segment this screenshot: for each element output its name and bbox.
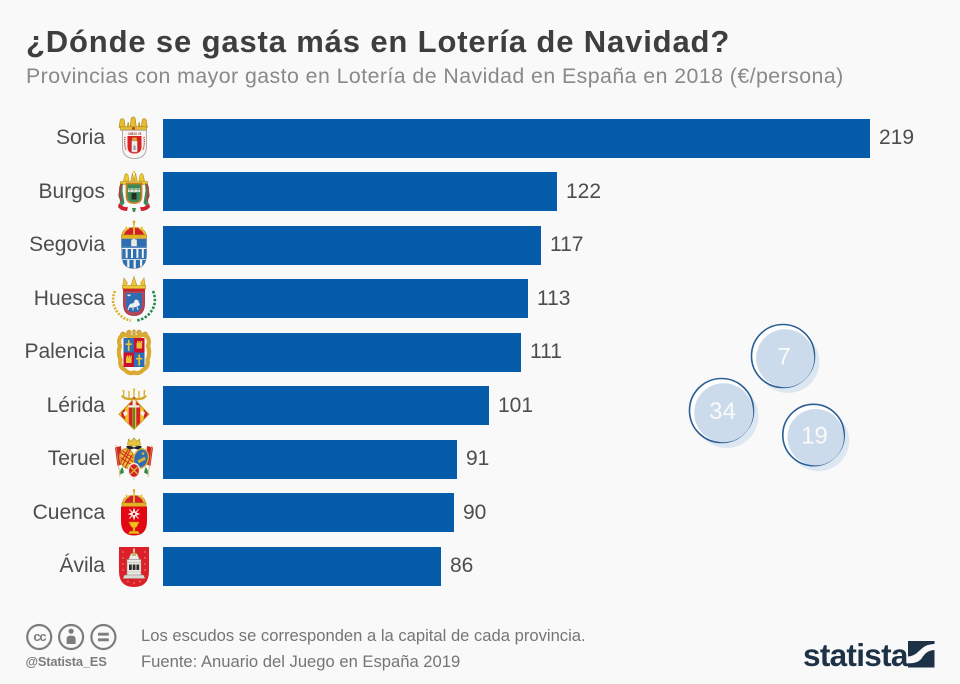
svg-text:34: 34	[709, 398, 736, 425]
svg-text:CABEZA DE: CABEZA DE	[128, 132, 142, 136]
svg-text:7: 7	[777, 344, 790, 371]
svg-text:19: 19	[801, 423, 828, 450]
svg-text:cc: cc	[33, 629, 46, 644]
